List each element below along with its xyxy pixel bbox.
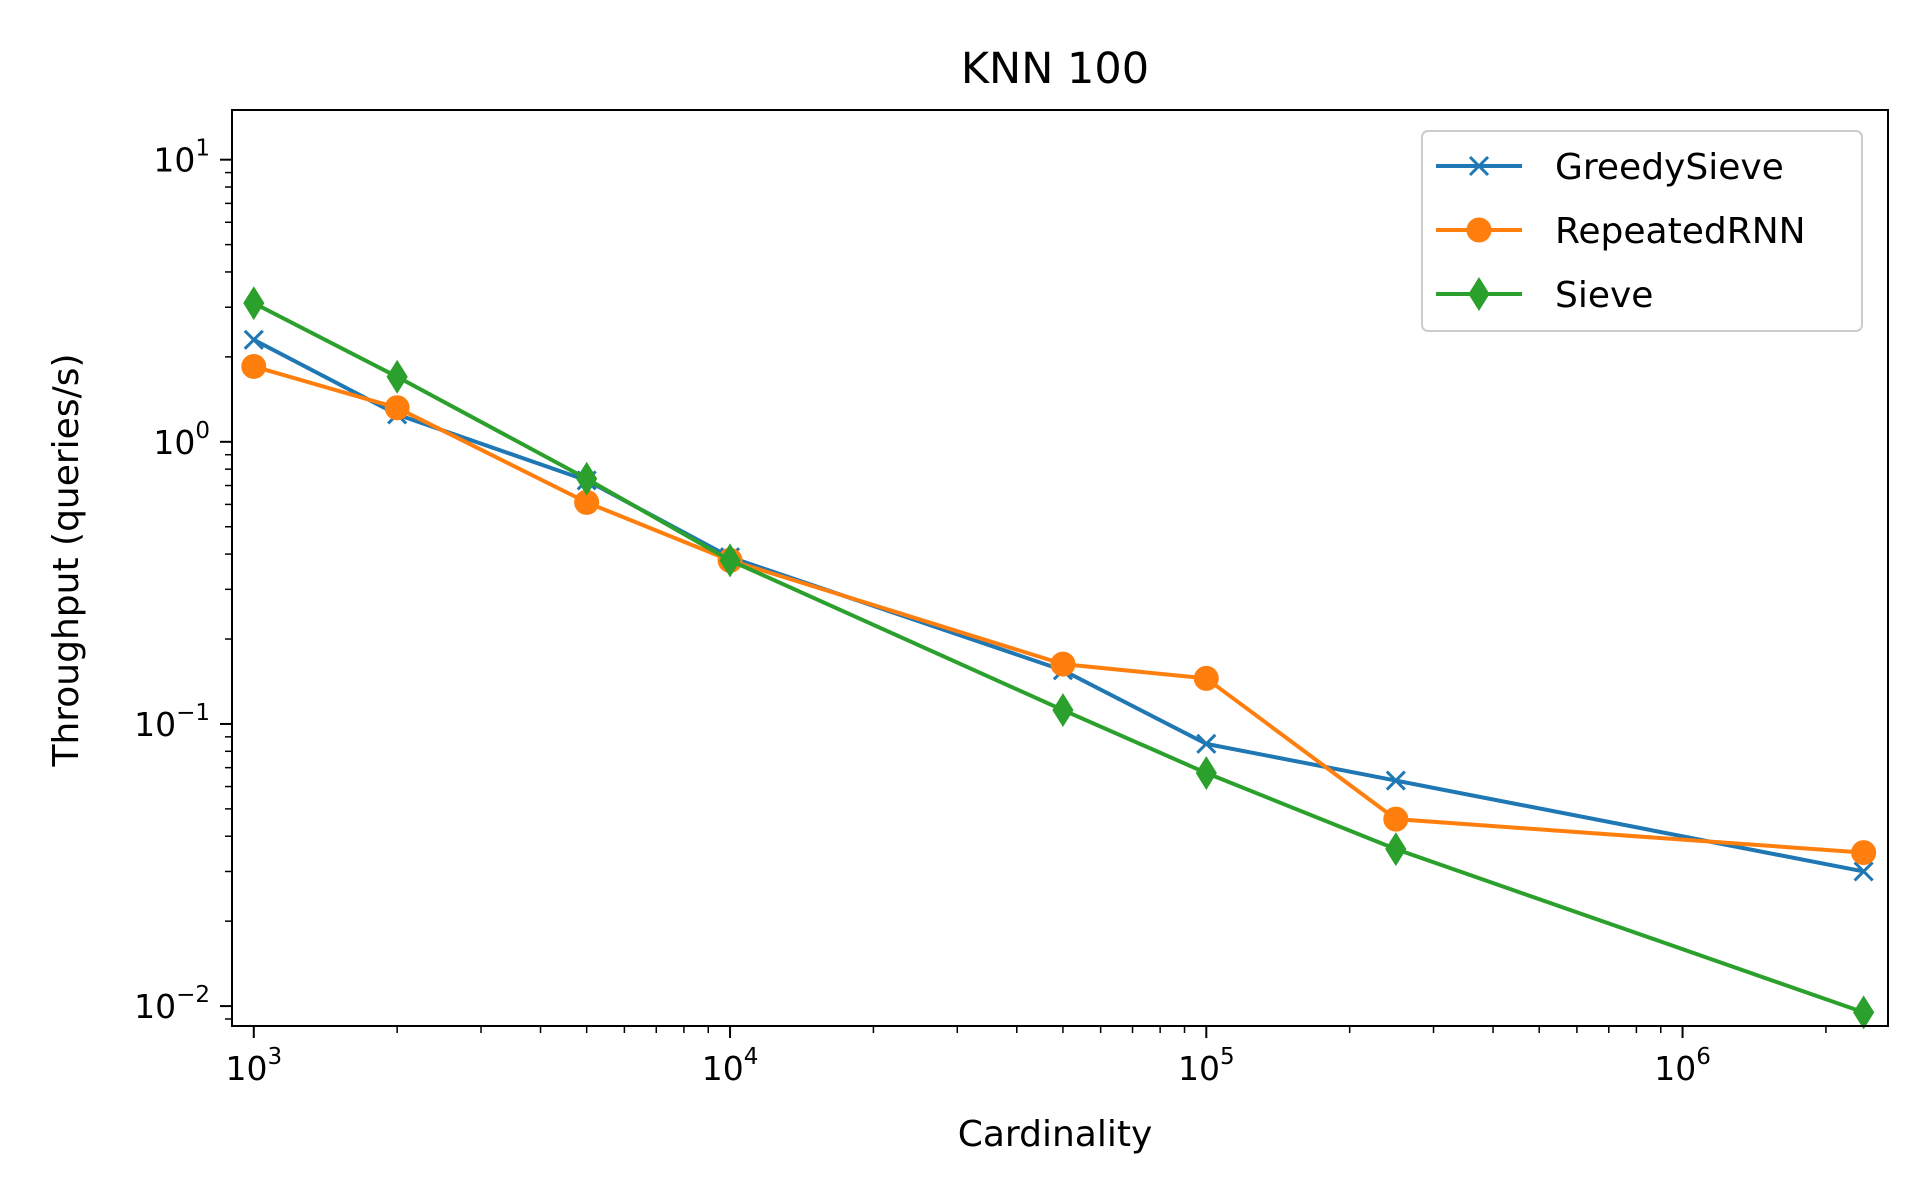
axes-frame xyxy=(231,109,1889,1027)
data-point-sieve xyxy=(1385,832,1407,867)
legend-marker-sieve xyxy=(1468,277,1490,311)
data-point-repeatedrnn xyxy=(1851,840,1877,866)
x-tick-label: 104 xyxy=(702,1044,759,1088)
y-axis-title: Throughput (queries/s) xyxy=(46,353,87,767)
y-tick-label: 101 xyxy=(153,136,210,180)
chart-title: KNN 100 xyxy=(961,44,1149,94)
data-point-repeatedrnn xyxy=(384,395,410,421)
data-point-repeatedrnn xyxy=(1050,651,1076,677)
data-point-sieve xyxy=(1853,995,1875,1030)
data-point-greedysieve xyxy=(243,329,264,350)
data-point-sieve xyxy=(386,359,408,394)
data-point-repeatedrnn xyxy=(1193,665,1219,691)
legend-label-greedysieve: GreedySieve xyxy=(1555,147,1784,188)
series-line-repeatedrnn xyxy=(253,364,1864,855)
x-axis-title: Cardinality xyxy=(958,1114,1153,1155)
plot-area xyxy=(241,286,1877,1030)
legend-label-sieve: Sieve xyxy=(1555,275,1653,316)
legend-marker-greedysieve xyxy=(1468,155,1490,177)
x-tick-label: 106 xyxy=(1654,1044,1711,1088)
x-tick-label: 105 xyxy=(1178,1044,1235,1088)
data-point-sieve xyxy=(576,461,598,496)
y-tick-label: 10−2 xyxy=(134,982,210,1026)
axes: 103 104 105 106 101 100 10−1 10−2 xyxy=(134,109,1889,1088)
data-point-sieve xyxy=(243,286,265,321)
data-point-greedysieve xyxy=(1385,770,1406,791)
data-point-sieve xyxy=(719,543,741,578)
series-line-greedysieve xyxy=(252,337,1865,874)
data-point-sieve xyxy=(1052,693,1074,728)
x-tick-label: 103 xyxy=(225,1044,282,1088)
data-point-sieve xyxy=(1195,756,1217,790)
legend-box xyxy=(1421,130,1863,332)
y-tick-label: 100 xyxy=(153,418,210,462)
series-line-sieve xyxy=(252,301,1865,1015)
legend: GreedySieve RepeatedRNN Sieve xyxy=(1421,130,1863,332)
data-point-repeatedrnn xyxy=(1383,806,1409,832)
y-tick-label: 10−1 xyxy=(134,700,210,744)
data-point-repeatedrnn xyxy=(241,353,267,379)
data-point-greedysieve xyxy=(1853,861,1874,882)
legend-marker-repeatedrnn xyxy=(1466,217,1492,243)
data-point-greedysieve xyxy=(1196,733,1217,754)
legend-label-repeatedrnn: RepeatedRNN xyxy=(1555,211,1806,252)
